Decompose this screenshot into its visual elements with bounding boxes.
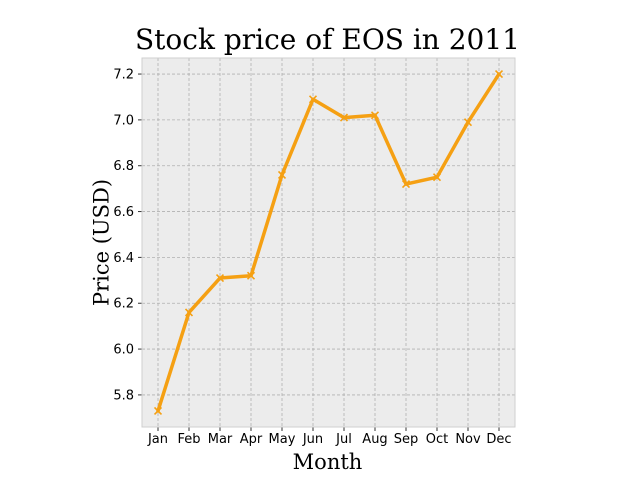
x-tick-label: Feb <box>177 432 200 447</box>
data-point <box>215 273 225 283</box>
x-axis-label: Month <box>293 450 363 474</box>
series-layer <box>153 69 504 416</box>
x-tick-label: Dec <box>486 432 511 447</box>
y-tick-label: 5.8 <box>113 388 134 403</box>
y-axis-ticks: 5.8 6.0 6.2 6.4 6.6 6.8 7.0 7.2 <box>113 68 142 403</box>
x-tick-label: Nov <box>455 432 481 447</box>
data-point <box>246 271 256 280</box>
y-tick-label: 6.4 <box>113 251 134 266</box>
plot-area <box>142 58 515 427</box>
chart-title: Stock price of EOS in 2011 <box>135 23 520 56</box>
series-line <box>156 72 501 413</box>
y-tick-label: 6.2 <box>113 297 134 312</box>
x-tick-label: Mar <box>208 432 233 447</box>
x-tick-label: Jun <box>302 432 323 447</box>
x-axis-ticks: Jan Feb Mar Apr May Jun Jul Aug Sep Oct Nov Dec <box>147 427 512 447</box>
data-point <box>401 179 411 189</box>
data-point <box>339 113 349 122</box>
x-tick-label: Jul <box>335 432 352 447</box>
y-axis-label: Price (USD) <box>90 179 114 306</box>
data-point <box>308 95 318 104</box>
data-point <box>432 173 442 182</box>
x-tick-label: Aug <box>362 432 387 447</box>
x-tick-label: Oct <box>426 432 448 447</box>
y-tick-label: 7.0 <box>113 113 134 128</box>
y-tick-label: 6.6 <box>113 205 134 220</box>
data-point <box>494 69 504 79</box>
y-tick-label: 6.0 <box>113 343 134 358</box>
x-tick-label: May <box>269 432 296 447</box>
data-point <box>184 308 194 317</box>
x-tick-label: Apr <box>240 432 263 447</box>
plot-frame <box>141 57 516 428</box>
y-tick-label: 7.2 <box>113 68 134 83</box>
data-point <box>277 170 287 179</box>
x-tick-label: Jan <box>147 432 168 447</box>
x-tick-label: Sep <box>394 432 419 447</box>
data-point <box>153 406 163 416</box>
y-tick-label: 6.8 <box>113 159 134 174</box>
data-point <box>463 118 473 127</box>
data-point <box>370 111 380 120</box>
